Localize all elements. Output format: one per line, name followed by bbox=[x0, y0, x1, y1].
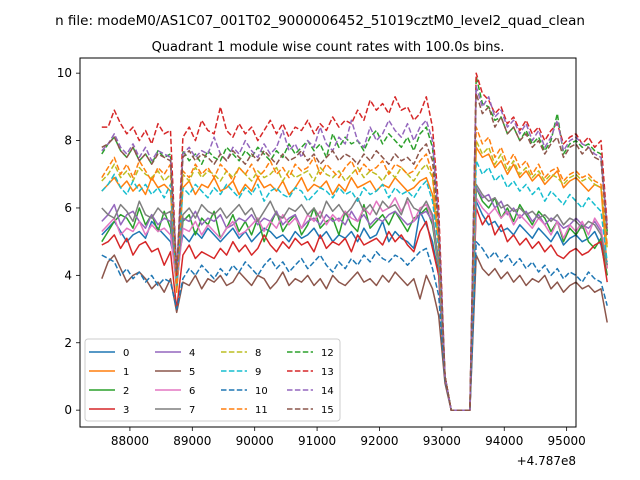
y-tick-label: 4 bbox=[64, 268, 72, 282]
legend-label-0: 0 bbox=[123, 348, 129, 359]
series-line-15 bbox=[101, 92, 608, 411]
legend-label-6: 6 bbox=[189, 386, 195, 397]
x-tick-label: 92000 bbox=[360, 434, 398, 448]
series-line-8 bbox=[101, 139, 608, 411]
series-line-1 bbox=[101, 146, 608, 411]
y-tick-label: 10 bbox=[57, 66, 72, 80]
axes-frame bbox=[79, 57, 577, 428]
series-line-0 bbox=[101, 200, 608, 411]
series-line-4 bbox=[101, 186, 608, 411]
x-tick-label: 88000 bbox=[111, 434, 149, 448]
series-line-2 bbox=[101, 186, 608, 411]
series-line-6 bbox=[101, 197, 608, 411]
x-tick-label: 89000 bbox=[173, 434, 211, 448]
legend-label-2: 2 bbox=[123, 386, 129, 397]
series-line-13 bbox=[101, 72, 608, 411]
legend-label-7: 7 bbox=[189, 405, 195, 416]
x-tick-label: 94000 bbox=[485, 434, 523, 448]
x-tick-label: 90000 bbox=[236, 434, 274, 448]
y-tick-label: 0 bbox=[64, 403, 72, 417]
series-line-7 bbox=[101, 183, 608, 411]
series-line-12 bbox=[101, 75, 608, 411]
series-line-11 bbox=[101, 126, 608, 411]
legend-label-12: 12 bbox=[321, 348, 334, 359]
legend-label-11: 11 bbox=[255, 405, 268, 416]
legend-label-1: 1 bbox=[123, 367, 129, 378]
legend-label-14: 14 bbox=[321, 386, 334, 397]
plot-area: 88000 89000 90000 91000 92000 93000 94000 95000… bbox=[57, 57, 608, 468]
legend-label-10: 10 bbox=[255, 386, 268, 397]
legend-label-5: 5 bbox=[189, 367, 195, 378]
y-tick-label: 6 bbox=[64, 201, 72, 215]
series-line-3 bbox=[101, 207, 608, 411]
legend-label-9: 9 bbox=[255, 367, 261, 378]
series-line-5 bbox=[101, 254, 608, 411]
y-tick-label: 8 bbox=[64, 134, 72, 148]
y-axis: 0 2 4 6 8 10 bbox=[57, 66, 80, 417]
series-layer bbox=[101, 72, 608, 411]
x-tick-label: 93000 bbox=[423, 434, 461, 448]
series-line-14 bbox=[101, 85, 608, 411]
legend-label-15: 15 bbox=[321, 405, 334, 416]
series-line-10 bbox=[101, 240, 608, 411]
chart-title: Quadrant 1 module wise count rates with … bbox=[152, 40, 505, 55]
figure-suptitle: n file: modeM0/AS1C07_001T02_9000006452_… bbox=[55, 13, 585, 29]
series-line-9 bbox=[101, 160, 608, 411]
legend-label-3: 3 bbox=[123, 405, 129, 416]
x-tick-label: 91000 bbox=[298, 434, 336, 448]
legend-label-8: 8 bbox=[255, 348, 261, 359]
legend-frame bbox=[84, 338, 341, 422]
legend-label-4: 4 bbox=[189, 348, 195, 359]
y-tick-label: 2 bbox=[64, 336, 72, 350]
x-offset-label: +4.787e8 bbox=[517, 454, 576, 468]
x-axis: 88000 89000 90000 91000 92000 93000 94000 95000 bbox=[111, 427, 586, 448]
legend-label-13: 13 bbox=[321, 367, 334, 378]
x-tick-label: 95000 bbox=[548, 434, 586, 448]
